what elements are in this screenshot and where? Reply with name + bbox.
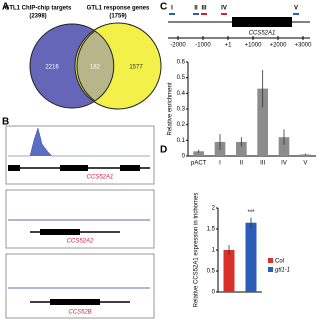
x-tick-label: I [219, 161, 221, 167]
gene-body [232, 17, 292, 27]
x-tick-label: II [240, 161, 244, 167]
gene-name: CCS52A1 [249, 31, 276, 37]
panel-label: C [160, 2, 167, 13]
significance: *** [247, 210, 255, 216]
venn-label: GTL1 response genes [87, 6, 150, 12]
bar [236, 141, 247, 156]
region-label: V [294, 6, 298, 12]
bar [245, 222, 257, 292]
y-axis-label: Relative CCS52A1 expression in trichomes [194, 193, 200, 308]
exon [8, 165, 20, 171]
region-marker [293, 13, 299, 15]
bar [223, 250, 235, 292]
venn-number: 2216 [45, 65, 59, 71]
x-tick-label: IV [281, 161, 287, 167]
venn-count: (1759) [109, 14, 126, 20]
region-label: IV [221, 6, 227, 12]
y-tick-label: 0 [212, 290, 216, 296]
legend-label: gtl1-1 [275, 268, 290, 274]
gene-name: CCS52A1 [87, 175, 114, 181]
y-tick-label: 0.4 [177, 91, 186, 97]
region-marker [169, 13, 175, 15]
exon [60, 165, 88, 171]
venn-count: (2398) [29, 14, 46, 20]
track-box [5, 253, 155, 319]
venn-label: GTL1 ChIP-chip targets [5, 6, 72, 12]
x-tick-label: V [303, 161, 307, 167]
track-box [5, 189, 155, 249]
y-tick-label: 2 [212, 206, 216, 212]
y-tick-label: 0.5 [207, 269, 216, 275]
y-tick-label: 0.3 [177, 107, 186, 113]
coordinate-label: +1 [225, 43, 233, 49]
region-label: II [194, 6, 198, 12]
legend-swatch [268, 258, 273, 263]
bar [257, 88, 268, 156]
gene-name: CCS52A2 [67, 239, 94, 245]
region-marker [201, 13, 207, 15]
track-box [5, 125, 155, 185]
y-axis-label: Relative enrichment [168, 82, 174, 135]
coordinate-label: +2000 [270, 43, 288, 49]
venn-number: 1577 [129, 65, 143, 71]
legend-label: Col [275, 259, 284, 265]
bar [193, 151, 204, 156]
y-tick-label: 1 [212, 248, 216, 254]
x-tick-label: pACT [191, 161, 207, 167]
y-tick-label: 0.5 [177, 75, 186, 81]
y-tick-label: 0.6 [177, 60, 186, 66]
legend-swatch [268, 267, 273, 272]
y-tick-label: 1.5 [207, 227, 216, 233]
y-tick-label: 0 [182, 154, 186, 160]
coordinate-label: +1000 [245, 43, 263, 49]
panel-label: A [2, 2, 9, 13]
panel-label: B [2, 117, 9, 128]
panel-label: D [160, 145, 167, 156]
exon [40, 229, 80, 235]
gene-name: CCS52B [68, 310, 91, 316]
coordinate-label: -1000 [195, 43, 211, 49]
coordinate-label: +3000 [295, 43, 313, 49]
browser [5, 125, 155, 319]
region-marker [193, 13, 199, 15]
region-label: I [171, 6, 173, 12]
coordinate-label: -2000 [170, 43, 186, 49]
bar [300, 154, 311, 156]
exon [50, 299, 100, 305]
exon [120, 165, 140, 171]
venn-overlap [76, 30, 115, 102]
x-tick-label: III [260, 161, 265, 167]
venn-number: 182 [90, 65, 101, 71]
track-peak [8, 127, 150, 157]
bar [278, 137, 290, 156]
y-tick-label: 0.1 [177, 138, 186, 144]
y-tick-label: 0.2 [177, 122, 186, 128]
region-marker [221, 13, 227, 15]
region-label: III [201, 6, 206, 12]
